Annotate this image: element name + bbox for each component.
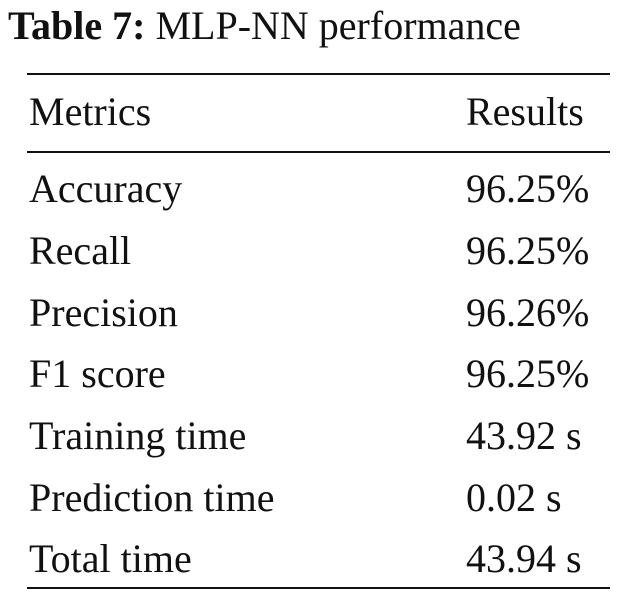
metric-value: 0.02 s <box>466 475 562 520</box>
metric-name: F1 score <box>29 351 166 396</box>
header-metrics: Metrics <box>29 89 152 134</box>
top-rule <box>27 73 610 75</box>
metric-value: 96.25% <box>466 351 590 396</box>
metric-value: 43.94 s <box>466 536 582 581</box>
table-caption: Table 7: MLP-NN performance <box>8 4 521 48</box>
header-results: Results <box>466 89 584 134</box>
metric-name: Recall <box>29 228 132 273</box>
metric-name: Training time <box>29 413 247 458</box>
metric-name: Accuracy <box>29 166 183 211</box>
caption-label: Table 7: <box>8 3 146 48</box>
bottom-rule <box>27 587 610 589</box>
header-rule <box>27 151 610 153</box>
caption-title: MLP-NN performance <box>155 3 521 48</box>
metric-name: Precision <box>29 290 178 335</box>
metric-name: Prediction time <box>29 475 275 520</box>
metric-value: 43.92 s <box>466 413 582 458</box>
metric-value: 96.25% <box>466 166 590 211</box>
metric-value: 96.26% <box>466 290 590 335</box>
metric-name: Total time <box>29 536 192 581</box>
metric-value: 96.25% <box>466 228 590 273</box>
